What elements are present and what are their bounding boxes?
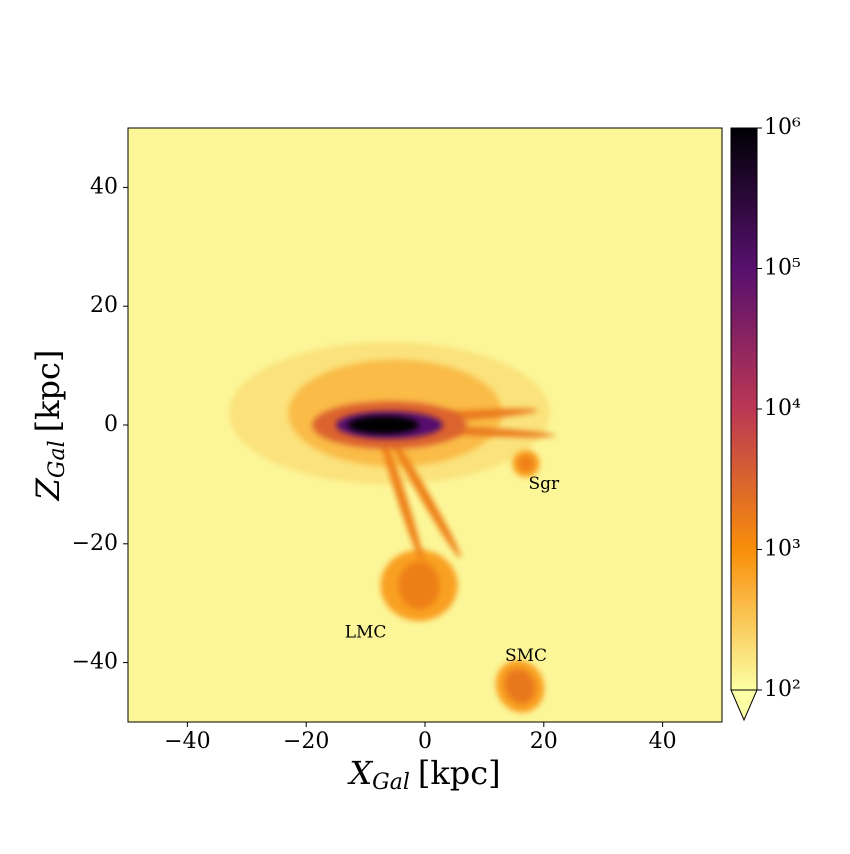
y-label-symbol: Z	[29, 477, 67, 501]
annotation: SMC	[505, 646, 547, 666]
y-axis-label: ZGal [kpc]	[29, 350, 71, 502]
y-tick-label: 20	[90, 293, 118, 318]
plot-area	[128, 128, 722, 722]
density-feature	[518, 455, 534, 472]
x-tick-label: 40	[649, 729, 677, 754]
colorbar-tick-label: 10⁶	[764, 115, 801, 140]
y-tick-label: −40	[72, 650, 118, 675]
x-label-symbol: X	[346, 754, 373, 792]
density-feature	[504, 669, 536, 704]
colorbar-tick-label: 10³	[764, 537, 801, 562]
y-tick-label: −20	[72, 531, 118, 556]
x-label-unit: [kpc]	[418, 754, 501, 792]
density-feature	[347, 416, 420, 434]
x-tick-label: 20	[530, 729, 558, 754]
density-feature	[378, 428, 424, 565]
x-tick-label: −20	[283, 729, 329, 754]
x-tick-label: 0	[418, 729, 432, 754]
annotation: Sgr	[528, 474, 560, 494]
annotation: LMC	[345, 622, 387, 642]
y-label-unit: [kpc]	[29, 350, 67, 433]
x-tick-label: −40	[164, 729, 210, 754]
density-feature	[398, 561, 440, 610]
y-label-subscript: Gal	[45, 440, 70, 478]
y-tick-label: 40	[90, 174, 118, 199]
x-axis-label: XGal [kpc]	[346, 754, 500, 796]
y-tick-label: 0	[104, 412, 118, 437]
x-label-subscript: Gal	[372, 770, 410, 795]
colorbar-tick-label: 10⁴	[764, 396, 801, 421]
colorbar	[730, 127, 758, 691]
colorbar-extend	[730, 689, 758, 722]
colorbar-tick-label: 10²	[764, 677, 801, 702]
colorbar-tick-label: 10⁵	[764, 256, 801, 281]
density-feature	[389, 434, 461, 559]
